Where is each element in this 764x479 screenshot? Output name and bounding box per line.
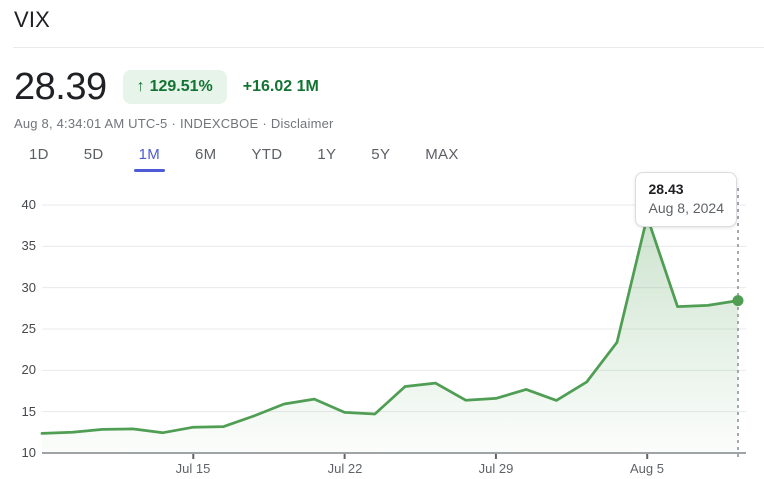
time-range-tabs: 1D 5D 1M 6M YTD 1Y 5Y MAX xyxy=(28,142,460,173)
tab-label: 1D xyxy=(29,146,49,163)
change-period: 1M xyxy=(296,78,319,95)
page-title: VIX xyxy=(14,7,51,32)
absolute-change-value: +16.02 xyxy=(242,78,293,95)
y-axis-label: 10 xyxy=(21,445,36,460)
x-axis-label: Aug 5 xyxy=(630,461,664,476)
x-axis-tick-marks xyxy=(192,454,649,459)
separator-dot: · xyxy=(262,116,267,131)
current-price: 28.39 xyxy=(14,66,107,108)
tab-6m[interactable]: 6M xyxy=(194,142,217,173)
chart-area-fill xyxy=(42,216,738,453)
tab-5y[interactable]: 5Y xyxy=(370,142,391,173)
y-axis-label: 30 xyxy=(21,280,36,295)
chart-tooltip: 28.43 Aug 8, 2024 xyxy=(635,172,737,227)
quote-meta: Aug 8, 4:34:01 AM UTC-5 · INDEXCBOE · Discla… xyxy=(14,116,334,131)
absolute-change: +16.02 1M xyxy=(243,78,319,96)
percent-change-badge: ↑ 129.51% xyxy=(122,70,227,104)
tab-label: 6M xyxy=(195,146,217,163)
chart-line xyxy=(40,215,740,435)
tab-1y[interactable]: 1Y xyxy=(316,142,337,173)
tab-label: 1M xyxy=(138,146,160,163)
y-axis-label: 25 xyxy=(21,321,36,336)
header-divider xyxy=(13,47,764,48)
y-axis-label: 35 xyxy=(21,238,36,253)
tooltip-price: 28.43 xyxy=(648,181,684,197)
tab-label: MAX xyxy=(425,146,459,163)
tab-1d[interactable]: 1D xyxy=(28,142,50,173)
x-axis-label: Jul 22 xyxy=(327,461,363,476)
active-tab-underline xyxy=(133,169,165,172)
tooltip-date: Aug 8, 2024 xyxy=(648,200,724,216)
tab-label: 5Y xyxy=(371,146,391,163)
y-axis-label: 20 xyxy=(21,362,36,377)
percent-change-value: 129.51% xyxy=(149,78,213,95)
quote-summary: 28.39 ↑ 129.51% +16.02 1M xyxy=(14,66,319,108)
tab-5d[interactable]: 5D xyxy=(83,142,105,173)
tab-max[interactable]: MAX xyxy=(424,142,459,173)
separator-dot: · xyxy=(171,116,176,131)
disclaimer-link[interactable]: Disclaimer xyxy=(270,116,334,131)
y-axis-label: 40 xyxy=(21,197,36,212)
y-axis-label: 15 xyxy=(21,404,36,419)
tab-label: YTD xyxy=(251,146,283,163)
exchange-name: INDEXCBOE xyxy=(179,116,259,131)
tab-label: 5D xyxy=(83,146,104,163)
x-axis-label: Jul 15 xyxy=(175,461,211,476)
tab-1m[interactable]: 1M xyxy=(133,142,165,173)
tab-label: 1Y xyxy=(317,146,337,163)
last-price-dot xyxy=(732,295,744,307)
tab-ytd[interactable]: YTD xyxy=(250,142,283,173)
timestamp: Aug 8, 4:34:01 AM UTC-5 xyxy=(14,116,168,131)
x-axis-label: Jul 29 xyxy=(478,461,514,476)
arrow-up-icon: ↑ xyxy=(136,78,145,95)
